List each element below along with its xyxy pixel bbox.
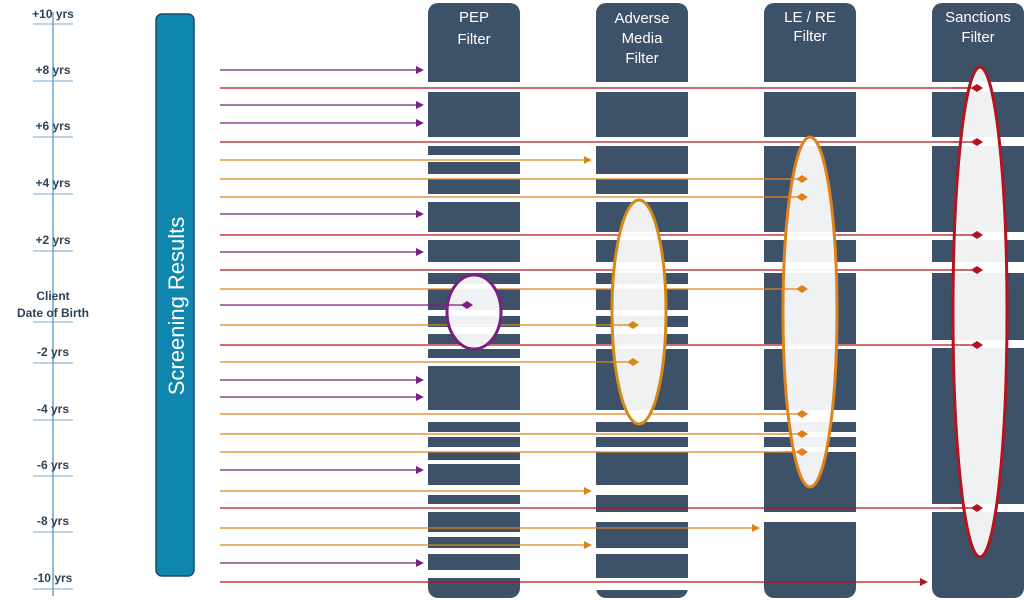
match-ellipse: [781, 135, 839, 489]
match-marker: [796, 448, 808, 456]
screening-arrow-pep: [220, 466, 424, 474]
screening-results-label: Screening Results: [164, 217, 189, 396]
arrow-head: [416, 210, 424, 218]
axis-tick-label: +6 yrs: [35, 119, 70, 133]
filter-column-gap: [764, 512, 856, 522]
screening-results-rect: [155, 13, 195, 577]
match-marker: [796, 175, 808, 183]
filter-column-gap: [428, 460, 520, 464]
filter-column-gap: [428, 548, 520, 554]
match-marker: [796, 193, 808, 201]
axis-tick-label: -4 yrs: [37, 402, 69, 416]
screening-arrow-adverse: [220, 541, 592, 549]
screening-arrow-pep: [220, 66, 424, 74]
filter-match-ellipses: [445, 65, 1009, 559]
filter-column-gap: [596, 512, 688, 522]
arrow-head: [416, 119, 424, 127]
filter-column-gap: [596, 82, 688, 92]
axis-tick-label: Date of Birth: [17, 306, 89, 320]
match-marker: [971, 266, 983, 274]
arrow-head: [416, 393, 424, 401]
axis-tick-label: +4 yrs: [35, 176, 70, 190]
filter-column-gap: [428, 410, 520, 422]
screening-arrow-pep: [220, 119, 424, 127]
match-marker: [627, 358, 639, 366]
axis-tick-label: +2 yrs: [35, 233, 70, 247]
filter-title-sanctions: Filter: [961, 29, 994, 46]
arrow-head: [416, 466, 424, 474]
screening-arrow-pep: [220, 210, 424, 218]
match-ellipse: [951, 65, 1009, 559]
filter-column-gap: [428, 155, 520, 162]
match-ellipse: [610, 198, 668, 426]
filter-title-le_re: LE / RE: [784, 9, 836, 26]
screening-arrow-pep: [220, 248, 424, 256]
filter-column-gap: [428, 82, 520, 92]
match-marker: [796, 285, 808, 293]
filter-title-pep: PEP: [459, 9, 489, 26]
filter-title-sanctions: Sanctions: [945, 9, 1011, 26]
arrow-head: [584, 541, 592, 549]
screening-arrow-pep: [220, 376, 424, 384]
filter-column-gap: [428, 570, 520, 578]
arrow-head: [584, 156, 592, 164]
match-marker: [461, 301, 473, 309]
axis-tick-label: Client: [36, 289, 69, 303]
axis-tick-label: +8 yrs: [35, 63, 70, 77]
filter-column-gap: [596, 174, 688, 179]
screening-results-bar: Screening Results: [155, 13, 195, 577]
filter-column-gap: [596, 548, 688, 554]
filter-column-gap: [596, 194, 688, 202]
match-marker: [627, 321, 639, 329]
screening-arrow-sanctions: [220, 578, 928, 586]
match-marker: [971, 341, 983, 349]
filter-column-gap: [596, 485, 688, 495]
match-marker: [971, 84, 983, 92]
screening-arrow-pep: [220, 101, 424, 109]
axis-tick-label: -6 yrs: [37, 458, 69, 472]
filter-column-gap: [428, 447, 520, 452]
arrow-head: [584, 487, 592, 495]
arrow-head: [752, 524, 760, 532]
arrow-head: [416, 559, 424, 567]
arrow-head: [416, 101, 424, 109]
axis-tick-label: -2 yrs: [37, 345, 69, 359]
filter-column-gap: [596, 447, 688, 452]
axis-tick-label: -10 yrs: [34, 571, 73, 585]
match-marker: [971, 138, 983, 146]
filter-column-gap: [428, 194, 520, 202]
filter-title-adverse: Filter: [625, 50, 658, 67]
filter-column-gap: [428, 532, 520, 537]
filter-title-adverse: Adverse: [614, 10, 669, 27]
filter-column-gap: [428, 174, 520, 179]
match-marker: [971, 231, 983, 239]
filter-column-gap: [428, 232, 520, 240]
age-axis: +10 yrs +8 yrs +6 yrs +4 yrs +2 yrs Client Dat…: [17, 7, 89, 596]
filter-title-adverse: Media: [622, 30, 664, 47]
match-marker: [796, 410, 808, 418]
match-marker: [796, 430, 808, 438]
screening-arrow-le_re: [220, 524, 760, 532]
filter-column-gap: [428, 262, 520, 273]
filter-column-gap: [764, 82, 856, 92]
screening-arrow-adverse: [220, 156, 592, 164]
arrow-head: [416, 376, 424, 384]
screening-arrow-pep: [220, 393, 424, 401]
screening-arrow-pep: [220, 559, 424, 567]
screening-arrow-adverse: [220, 487, 592, 495]
filter-title-le_re: Filter: [793, 28, 826, 45]
filter-columns: PEP Filter Adverse Media Filter LE / RE Filter…: [428, 3, 1024, 598]
filter-column-gap: [428, 485, 520, 495]
arrow-head: [920, 578, 928, 586]
axis-tick-label: -8 yrs: [37, 514, 69, 528]
axis-tick-label: +10 yrs: [32, 7, 74, 21]
matched-arrow-tips: [445, 84, 983, 512]
match-ellipse: [445, 273, 503, 351]
arrow-head: [416, 66, 424, 74]
match-marker: [971, 504, 983, 512]
filter-title-pep: Filter: [457, 31, 490, 48]
filter-column-gap: [596, 578, 688, 590]
arrow-head: [416, 248, 424, 256]
